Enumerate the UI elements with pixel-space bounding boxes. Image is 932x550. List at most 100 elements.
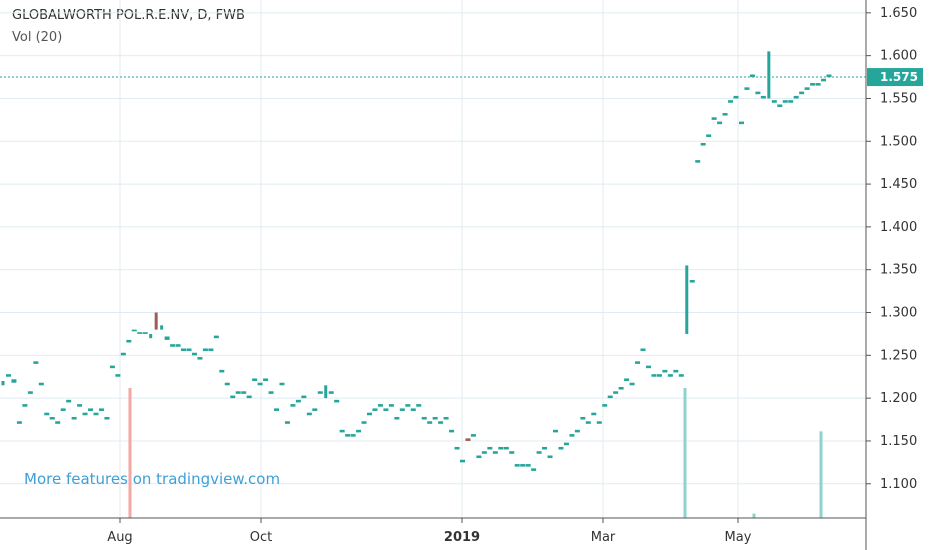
- price-bar: [175, 344, 181, 347]
- price-bar: [279, 382, 285, 386]
- price-bar: [49, 416, 55, 420]
- price-bar: [574, 429, 580, 433]
- price-bar: [377, 404, 383, 407]
- x-tick-label: Oct: [250, 530, 272, 545]
- price-bar: [60, 408, 66, 411]
- price-bar: [324, 385, 328, 399]
- y-tick-label: 1.150: [880, 434, 917, 449]
- price-bar: [585, 421, 591, 424]
- price-bar: [613, 391, 619, 394]
- price-bar: [11, 379, 17, 383]
- price-bar: [410, 408, 416, 411]
- price-bar: [717, 121, 723, 125]
- price-bar: [241, 391, 247, 394]
- price-bar: [350, 434, 356, 437]
- price-bar: [558, 446, 564, 450]
- price-bar: [722, 113, 728, 116]
- price-bar: [137, 332, 143, 334]
- price-bar: [394, 416, 400, 420]
- price-bar: [788, 100, 794, 103]
- price-bar: [487, 446, 493, 450]
- price-bar: [306, 412, 312, 416]
- price-bar: [98, 408, 104, 411]
- price-bar: [290, 404, 296, 407]
- volume-indicator-label[interactable]: Vol (20): [12, 30, 63, 45]
- price-bar: [345, 434, 351, 437]
- price-bar: [224, 382, 230, 386]
- price-bar: [706, 134, 712, 137]
- price-bar: [443, 416, 449, 420]
- price-bar: [230, 395, 236, 399]
- price-bar: [334, 399, 340, 403]
- price-bar: [268, 391, 274, 394]
- x-tick-label: May: [725, 530, 752, 545]
- price-bar: [202, 348, 208, 352]
- price-bar: [569, 434, 575, 437]
- x-tick-label: Mar: [591, 530, 616, 545]
- y-tick-label: 1.250: [880, 348, 917, 363]
- price-bar: [383, 408, 389, 411]
- y-tick-label: 1.300: [880, 306, 917, 321]
- x-axis: Aug Oct 2019 Mar May: [0, 517, 866, 545]
- price-bar: [1, 381, 5, 386]
- price-bar: [328, 391, 334, 394]
- price-bar: [312, 408, 318, 411]
- price-bar: [77, 404, 83, 407]
- price-bar: [536, 451, 542, 454]
- price-bar: [793, 95, 799, 99]
- price-bar: [416, 404, 422, 407]
- price-bar: [126, 339, 132, 343]
- price-bar: [470, 434, 476, 437]
- price-bar: [5, 374, 11, 377]
- price-bar: [771, 100, 777, 103]
- price-bar: [459, 459, 465, 463]
- price-bar: [213, 335, 219, 339]
- price-bar: [388, 404, 394, 407]
- price-bar: [82, 412, 88, 416]
- price-bar: [760, 95, 766, 99]
- price-bar: [361, 421, 367, 424]
- price-bar: [219, 369, 225, 373]
- price-bar: [525, 464, 531, 467]
- price-bar: [246, 395, 252, 399]
- price-bar: [618, 387, 624, 390]
- price-bar: [432, 416, 438, 420]
- price-bar: [635, 361, 641, 364]
- price-bar: [711, 117, 717, 120]
- last-price-label: 1.575: [880, 70, 918, 84]
- grid: [0, 0, 866, 518]
- price-bar: [531, 468, 537, 471]
- price-bar: [591, 412, 597, 416]
- y-tick-label: 1.100: [880, 477, 917, 492]
- y-tick-label: 1.400: [880, 220, 917, 235]
- price-bar: [782, 100, 788, 103]
- price-bar: [640, 348, 646, 352]
- price-bar: [804, 87, 810, 90]
- price-bar: [700, 142, 706, 146]
- price-bar: [33, 361, 39, 364]
- price-bar: [656, 374, 662, 377]
- price-bar: [438, 421, 444, 424]
- price-bar: [645, 365, 651, 369]
- x-tick-label: Aug: [107, 530, 132, 545]
- tradingview-watermark[interactable]: More features on tradingview.com: [24, 470, 281, 488]
- price-bar: [651, 374, 657, 377]
- price-bar: [624, 378, 630, 382]
- volume-bar: [819, 431, 823, 518]
- price-bar: [115, 374, 121, 377]
- price-bar: [777, 104, 783, 108]
- price-bar: [427, 421, 433, 424]
- price-bar: [131, 329, 137, 332]
- price-bar: [88, 408, 94, 411]
- price-bar: [662, 369, 668, 373]
- price-bar: [405, 404, 411, 407]
- price-bar: [170, 344, 176, 347]
- price-bar: [744, 87, 750, 90]
- price-bar: [514, 464, 520, 467]
- price-bar: [71, 416, 77, 420]
- price-bar: [481, 451, 487, 454]
- price-bar: [197, 357, 203, 360]
- y-tick-label: 1.200: [880, 391, 917, 406]
- price-bar: [257, 382, 263, 386]
